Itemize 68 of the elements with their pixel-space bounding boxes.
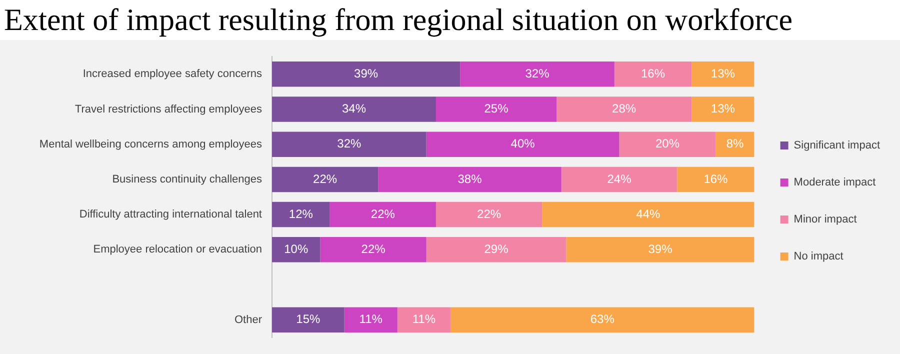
bar	[542, 202, 754, 228]
legend-label: Minor impact	[794, 214, 857, 226]
bar	[692, 62, 754, 87]
data-label: 10%	[284, 242, 308, 256]
y-tick-label: Employee relocation or evacuation	[93, 244, 262, 256]
data-label: 22%	[313, 172, 338, 186]
data-label: 22%	[361, 242, 386, 256]
legend-label: Moderate impact	[794, 176, 876, 189]
data-label: 32%	[337, 136, 362, 151]
bar	[330, 202, 436, 228]
data-label: 15%	[296, 312, 321, 326]
data-label: 16%	[704, 172, 728, 186]
bar	[716, 132, 754, 157]
data-label: 13%	[710, 102, 736, 116]
data-label: 25%	[484, 102, 509, 116]
bar	[460, 62, 614, 87]
bar	[272, 62, 460, 87]
data-label: 16%	[640, 66, 666, 80]
data-label: 44%	[636, 206, 661, 221]
y-tick-label: Difficulty attracting international talent	[79, 208, 262, 221]
bar	[614, 62, 692, 87]
bar	[320, 237, 426, 262]
data-label: 11%	[359, 312, 383, 326]
bar	[272, 132, 426, 157]
bar	[566, 237, 754, 262]
bar	[378, 166, 562, 192]
data-label: 28%	[612, 102, 636, 116]
bar	[344, 307, 398, 332]
y-tick-label: Mental wellbeing concerns among employees	[39, 138, 262, 150]
bar	[561, 166, 678, 192]
data-label: 13%	[710, 66, 736, 80]
data-label: 24%	[607, 172, 632, 186]
bar	[677, 166, 754, 192]
bar	[436, 202, 542, 228]
data-label: 20%	[655, 136, 680, 151]
data-label: 39%	[648, 242, 673, 256]
bar	[272, 96, 436, 122]
bar	[426, 237, 566, 262]
bar	[272, 237, 320, 262]
data-label: 22%	[370, 206, 396, 221]
chart-title: Extent of impact resulting from regional situation on workforce	[3, 1, 794, 39]
bar	[272, 307, 344, 332]
data-label: 12%	[288, 206, 314, 221]
bar	[272, 166, 378, 192]
bar	[692, 96, 754, 122]
data-label: 63%	[590, 312, 615, 326]
y-tick-label: Business continuity challenges	[112, 173, 262, 186]
data-label: 39%	[354, 66, 378, 80]
data-label: 11%	[412, 312, 436, 326]
legend-label: No impact	[794, 250, 844, 263]
data-label: 8%	[726, 136, 744, 151]
y-tick-label: Other	[234, 314, 262, 326]
data-label: 22%	[477, 206, 502, 221]
data-label: 38%	[458, 172, 482, 186]
bar	[556, 96, 692, 122]
bar	[426, 132, 620, 157]
y-tick-label: Travel restrictions affecting employees	[74, 103, 262, 116]
bar	[397, 307, 450, 332]
bar	[436, 96, 557, 122]
data-label: 29%	[484, 242, 509, 256]
data-label: 32%	[525, 66, 550, 80]
bar	[450, 307, 754, 332]
data-label: 34%	[342, 102, 366, 116]
bar	[272, 202, 330, 228]
bar	[619, 132, 716, 157]
data-label: 40%	[510, 136, 536, 151]
legend-label: Significant impact	[794, 140, 880, 152]
y-tick-label: Increased employee safety concerns	[82, 68, 262, 80]
